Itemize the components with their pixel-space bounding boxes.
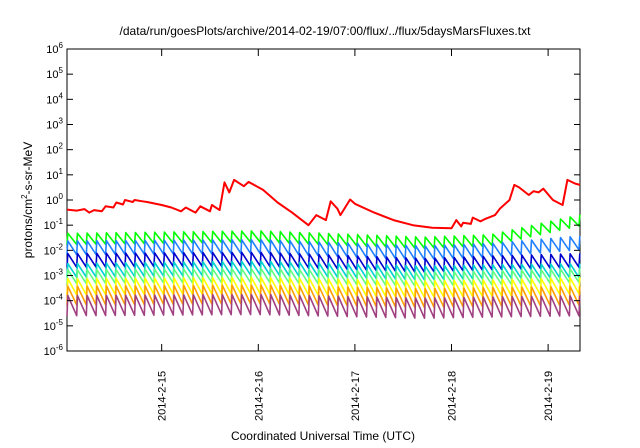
series-line-4 xyxy=(66,260,581,281)
y-tick-label-base: 10 xyxy=(44,346,56,358)
x-tick-label: 2014-2-19 xyxy=(543,371,555,421)
y-tick-label-exponent: 6 xyxy=(59,41,64,50)
series-line-6 xyxy=(66,276,581,299)
y-tick-label: 10-3 xyxy=(44,268,64,283)
y-tick-label-base: 10 xyxy=(46,94,58,106)
y-tick-label-exponent: -2 xyxy=(56,242,64,251)
series-line-7 xyxy=(66,284,581,309)
y-axis-label-rest: -s-sr-MeV xyxy=(21,142,35,195)
y-axis-label-base: protons/cm xyxy=(21,199,35,258)
y-tick-label-base: 10 xyxy=(44,220,56,232)
y-tick-label-exponent: 2 xyxy=(59,142,64,151)
x-axis-ticks: 2014-2-15 2014-2-16 2014-2-17 2014-2-18 2014… xyxy=(157,49,555,421)
x-tick-label: 2014-2-16 xyxy=(253,371,265,421)
y-tick-label: 106 xyxy=(46,41,63,56)
series-line-8 xyxy=(66,293,581,319)
y-tick-label-base: 10 xyxy=(46,145,58,157)
y-tick-label: 102 xyxy=(46,142,63,157)
y-tick-label-exponent: 0 xyxy=(59,192,64,201)
y-tick-label-exponent: 5 xyxy=(59,66,64,75)
x-tick-label: 2014-2-17 xyxy=(350,371,362,421)
y-tick-label: 101 xyxy=(46,167,63,182)
x-tick-label: 2014-2-15 xyxy=(157,371,169,421)
y-tick-label: 10-1 xyxy=(44,217,64,232)
series-line-1 xyxy=(66,214,581,250)
x-axis-label: Coordinated Universal Time (UTC) xyxy=(231,429,415,443)
y-tick-label-base: 10 xyxy=(46,44,58,56)
y-tick-label-base: 10 xyxy=(46,170,58,182)
y-tick-label-exponent: 1 xyxy=(59,167,64,176)
y-tick-label-base: 10 xyxy=(44,321,56,333)
y-tick-label: 105 xyxy=(46,66,63,81)
y-axis-label-sup: 2 xyxy=(20,194,29,199)
y-tick-label-exponent: -6 xyxy=(56,343,64,352)
series-line-0 xyxy=(66,178,581,230)
series-line-2 xyxy=(66,235,581,261)
plot-area: 10-610-510-410-310-210-11001011021031041… xyxy=(44,41,581,421)
y-tick-label-exponent: 3 xyxy=(59,117,64,126)
y-tick-label-exponent: -4 xyxy=(56,293,64,302)
y-axis-ticks: 10-610-510-410-310-210-11001011021031041… xyxy=(44,41,580,358)
y-tick-label-exponent: 4 xyxy=(59,91,64,100)
y-tick-label: 10-4 xyxy=(44,293,64,308)
y-tick-label: 10-6 xyxy=(44,343,64,358)
y-tick-label-exponent: -1 xyxy=(56,217,64,226)
y-tick-label-base: 10 xyxy=(44,271,56,283)
series-line-5 xyxy=(66,267,581,287)
y-tick-label: 104 xyxy=(46,91,63,106)
y-axis-label: protons/cm2-s-sr-MeV xyxy=(20,142,35,258)
y-tick-label: 103 xyxy=(46,117,63,132)
y-tick-label-base: 10 xyxy=(46,195,58,207)
y-tick-label: 10-5 xyxy=(44,318,64,333)
series-line-3 xyxy=(66,251,581,274)
y-tick-label-base: 10 xyxy=(46,69,58,81)
series-layer xyxy=(66,178,581,319)
y-tick-label-exponent: -5 xyxy=(56,318,64,327)
y-tick-label-exponent: -3 xyxy=(56,268,64,277)
y-tick-label: 10-2 xyxy=(44,242,64,257)
chart-title: /data/run/goesPlots/archive/2014-02-19/0… xyxy=(120,24,532,38)
x-tick-label: 2014-2-18 xyxy=(447,371,459,421)
y-tick-label-base: 10 xyxy=(44,296,56,308)
y-tick-label-base: 10 xyxy=(44,245,56,257)
y-tick-label-base: 10 xyxy=(46,120,58,132)
y-tick-label: 100 xyxy=(46,192,63,207)
